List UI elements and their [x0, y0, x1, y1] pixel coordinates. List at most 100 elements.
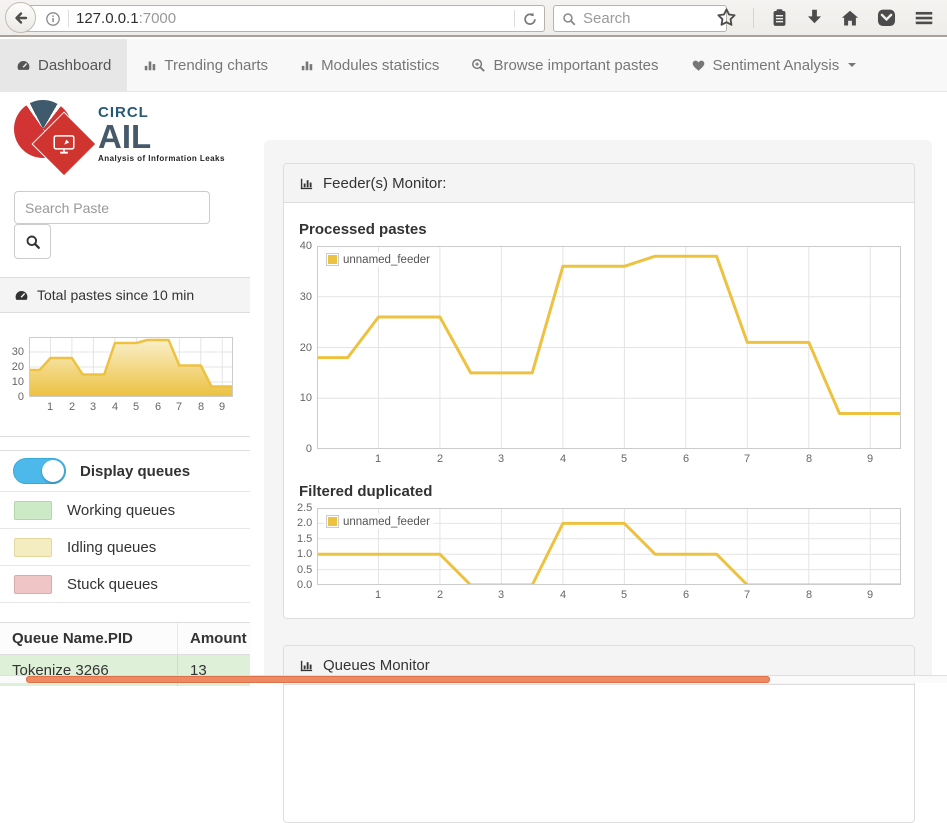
x-tick-label: 3	[497, 589, 505, 601]
y-tick-label: 1.5	[297, 533, 313, 545]
chart-legend: unnamed_feeder	[324, 252, 434, 267]
sidebar: CIRCL AIL Analysis of Information Leaks …	[0, 92, 250, 686]
browser-toolbar	[704, 0, 947, 35]
browser-search-bar[interactable]: Search	[553, 5, 727, 32]
feeder-monitor-title: Feeder(s) Monitor:	[323, 174, 447, 192]
nav-item-modules-statistics[interactable]: Modules statistics	[284, 39, 455, 91]
nav-item-dashboard[interactable]: Dashboard	[0, 39, 128, 91]
x-tick-label: 2	[436, 589, 444, 601]
bar-chart-icon	[143, 58, 157, 72]
chart-legend: unnamed_feeder	[324, 514, 434, 529]
legend-label: Idling queues	[67, 538, 157, 556]
y-tick-label: 0	[305, 443, 312, 455]
legend-item-working-queues: Working queues	[0, 492, 250, 529]
bar-chart-icon	[300, 58, 314, 72]
nav-label: Dashboard	[38, 56, 112, 74]
idling-queues-swatch	[14, 537, 52, 557]
x-tick-label: 3	[89, 401, 97, 413]
app-navbar: Dashboard Trending charts Modules statis…	[0, 39, 947, 92]
y-tick-label: 20	[299, 342, 312, 354]
working-queues-swatch	[14, 500, 52, 520]
y-tick-label: 1.0	[297, 548, 313, 560]
x-tick-label: 6	[682, 589, 690, 601]
x-tick-label: 4	[559, 589, 567, 601]
brand-ail: AIL	[98, 118, 152, 155]
horizontal-scrollbar[interactable]	[0, 675, 947, 683]
nav-label: Trending charts	[164, 56, 269, 74]
queue-name-cell: Tokenize 3266	[12, 662, 109, 679]
heart-icon	[691, 58, 706, 73]
legend-series-name: unnamed_feeder	[343, 515, 430, 528]
stuck-queues-swatch	[14, 574, 52, 594]
home-button[interactable]	[840, 8, 860, 28]
chart-plot	[29, 337, 233, 397]
legend-label: Stuck queues	[67, 575, 158, 593]
total-pastes-title: Total pastes since 10 min	[37, 287, 195, 303]
queues-monitor-panel: Queues Monitor	[283, 645, 915, 823]
y-tick-label: 30	[299, 291, 312, 303]
total-pastes-mini-chart: 0 10 20 30 1 2 3 4 5 6 7 8 9	[0, 337, 233, 417]
x-tick-label: 8	[197, 401, 205, 413]
amount-header: Amount	[177, 623, 250, 654]
y-tick-label: 10	[299, 392, 312, 404]
browser-chrome: 127.0.0.1:7000 Search	[0, 0, 947, 37]
bookmark-star-button[interactable]	[716, 7, 737, 28]
brand-tagline: Analysis of Information Leaks	[98, 154, 225, 164]
caret-down-icon	[848, 63, 857, 67]
y-tick-label: 0.5	[297, 564, 313, 576]
chart-icon	[299, 176, 314, 191]
legend-item-idling-queues: Idling queues	[0, 529, 250, 566]
browser-search-placeholder: Search	[583, 10, 631, 27]
x-tick-label: 1	[374, 453, 382, 465]
y-tick-label: 2.0	[297, 517, 313, 529]
search-paste-button[interactable]	[14, 224, 51, 259]
nav-item-sentiment-analysis[interactable]: Sentiment Analysis	[675, 39, 873, 91]
x-tick-label: 2	[436, 453, 444, 465]
feeder-monitor-panel: Feeder(s) Monitor: Processed pastes 0 10 2…	[283, 163, 915, 619]
bookmarks-menu-button[interactable]	[770, 8, 789, 27]
site-info-icon[interactable]	[45, 11, 61, 27]
x-tick-label: 4	[111, 401, 119, 413]
brand-text: CIRCL AIL Analysis of Information Leaks	[98, 96, 225, 188]
url-host: 127.0.0.1	[76, 10, 139, 27]
menu-button[interactable]	[913, 7, 935, 29]
queue-table-header: Queue Name.PID Amount	[0, 622, 250, 655]
back-button[interactable]	[5, 2, 36, 33]
back-arrow-icon	[13, 10, 29, 26]
feeder-monitor-header: Feeder(s) Monitor:	[284, 164, 914, 203]
y-tick-label: 0	[17, 391, 24, 403]
reload-button[interactable]	[522, 11, 538, 27]
ail-logo: CIRCL AIL Analysis of Information Leaks	[12, 96, 242, 188]
monitor-icon	[46, 126, 81, 161]
x-tick-label: 3	[497, 453, 505, 465]
pocket-button[interactable]	[876, 7, 897, 28]
legend-item-stuck-queues: Stuck queues	[0, 566, 250, 603]
scrollbar-thumb[interactable]	[26, 676, 770, 683]
legend-series-name: unnamed_feeder	[343, 253, 430, 266]
y-tick-label: 20	[11, 361, 24, 373]
display-queues-toggle[interactable]	[13, 458, 66, 484]
x-tick-label: 9	[866, 589, 874, 601]
nav-label: Modules statistics	[321, 56, 440, 74]
url-port: :7000	[138, 10, 177, 27]
downloads-button[interactable]	[805, 8, 824, 27]
nav-item-trending-charts[interactable]: Trending charts	[127, 39, 284, 91]
legend-swatch	[326, 253, 339, 266]
toolbar-divider	[753, 7, 754, 28]
search-paste-input[interactable]	[14, 191, 210, 224]
search-icon	[562, 12, 576, 26]
chart-plot	[317, 246, 901, 449]
search-icon	[25, 234, 41, 250]
y-tick-label: 2.5	[297, 502, 313, 514]
chart-icon	[299, 658, 314, 673]
nav-item-browse-important-pastes[interactable]: Browse important pastes	[455, 39, 674, 91]
toggle-knob	[42, 460, 64, 482]
queue-name-header: Queue Name.PID	[12, 630, 133, 647]
legend-swatch	[326, 515, 339, 528]
url-bar[interactable]: 127.0.0.1:7000	[22, 5, 545, 32]
search-plus-icon	[471, 58, 486, 73]
x-tick-label: 9	[866, 453, 874, 465]
legend-label: Working queues	[67, 501, 176, 519]
x-tick-label: 5	[620, 453, 628, 465]
total-pastes-header: Total pastes since 10 min	[0, 277, 250, 313]
